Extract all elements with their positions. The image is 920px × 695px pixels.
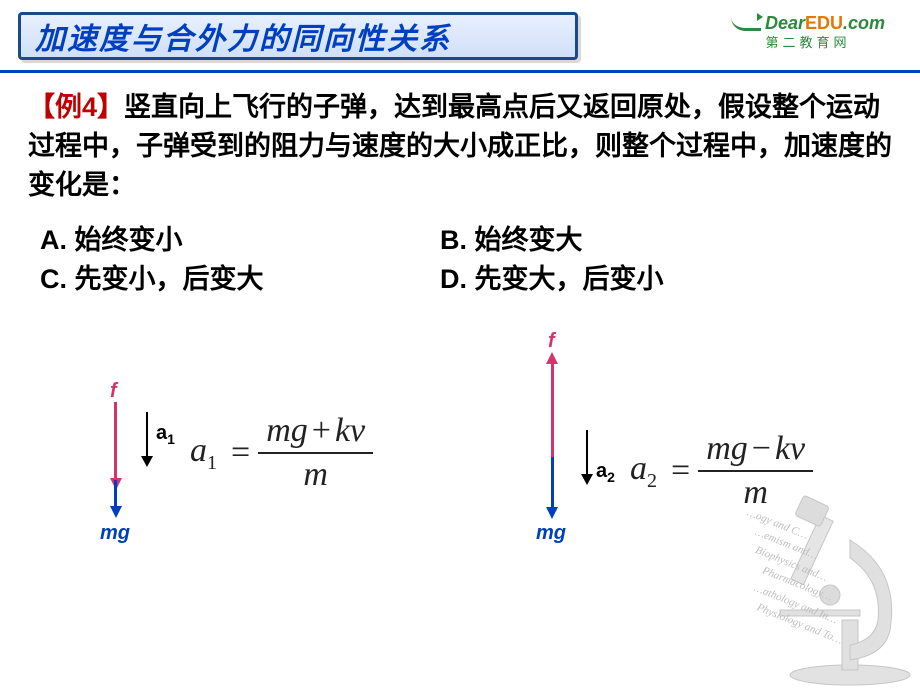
title-bar: 加速度与合外力的同向性关系 [18,12,578,60]
problem-text: 竖直向上飞行的子弹，达到最高点后又返回原处，假设整个运动过程中，子弹受到的阻力与… [28,92,892,200]
logo-swoosh-icon [731,17,761,31]
option-b: B. 始终变大 [440,218,583,257]
option-a: A. 始终变小 [40,218,440,257]
microscope-watermark-icon: …ogy and C… …emism and… Biophysics and… … [710,480,920,690]
logo-brand-part1: Dear [765,13,805,33]
logo-subtitle: 第二教育网 [765,32,850,51]
option-c: C. 先变小，后变大 [40,257,440,296]
logo-brand-part2: EDU [805,13,843,33]
problem-statement: 【例4】竖直向上飞行的子弹，达到最高点后又返回原处，假设整个运动过程中，子弹受到… [28,88,898,205]
mg-label-1: mg [100,522,130,545]
a1-label: a1 [156,422,175,447]
diagram-ascent: f mg a1 a1 = mg+kv m [110,380,450,560]
page-title: 加速度与合外力的同向性关系 [35,14,451,58]
answer-options: A. 始终变小 B. 始终变大 C. 先变小，后变大 D. 先变大，后变小 [40,218,900,296]
formula-a1: a1 = mg+kv m [190,410,373,496]
logo-brand-suffix: .com [843,13,885,33]
example-label: 【例4】 [28,92,124,122]
header-divider [0,70,920,73]
option-d: D. 先变大，后变小 [440,257,664,296]
f-label-2: f [548,330,555,353]
site-logo: DearEDU.com 第二教育网 [718,6,898,58]
mg-label-2: mg [536,522,566,545]
f-label-1: f [110,380,117,403]
a2-label: a2 [596,460,615,485]
